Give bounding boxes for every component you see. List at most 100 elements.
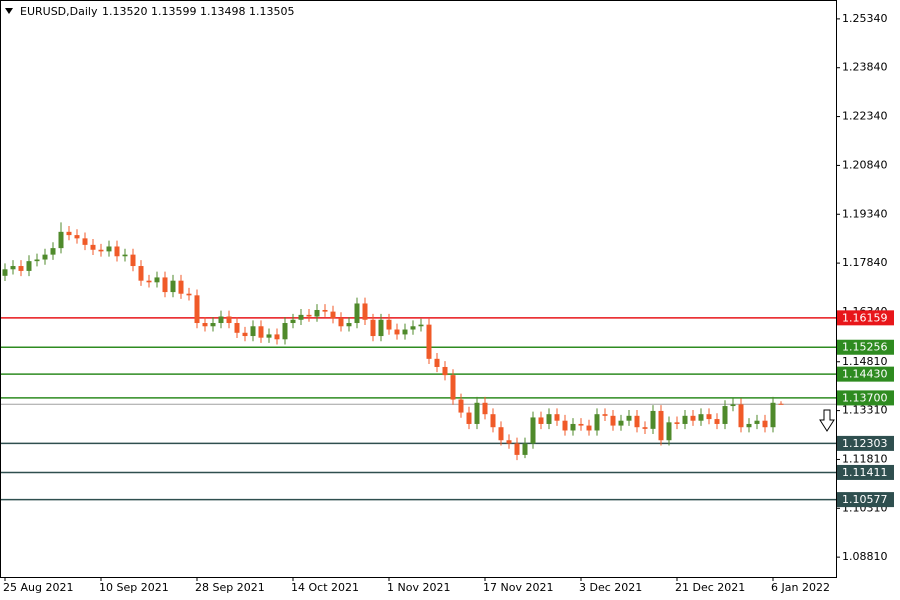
candle-body xyxy=(34,259,40,262)
candle-body xyxy=(378,319,384,337)
candle-body xyxy=(658,410,664,441)
level-label-box xyxy=(837,310,894,326)
candle-body xyxy=(594,414,600,431)
candle-body xyxy=(666,422,672,441)
candle-body xyxy=(586,425,592,431)
level-label: 1.12303 xyxy=(842,437,888,450)
x-tick-label: 25 Aug 2021 xyxy=(3,581,73,594)
x-tick-label: 6 Jan 2022 xyxy=(771,581,830,594)
candle-body xyxy=(242,332,248,337)
candle-body xyxy=(434,358,440,367)
candle-body xyxy=(306,314,312,317)
candle-body xyxy=(354,303,360,324)
x-tick-label: 3 Dec 2021 xyxy=(579,581,642,594)
candle-body xyxy=(370,319,376,337)
candle-body xyxy=(730,404,736,407)
candle-body xyxy=(634,415,640,428)
plot xyxy=(1,222,836,501)
candle-body xyxy=(522,443,528,455)
candle-body xyxy=(562,420,568,431)
candle-body xyxy=(618,420,624,426)
candle-body xyxy=(546,414,552,424)
candle-body xyxy=(26,261,32,271)
candle-body xyxy=(690,415,696,421)
candle-body xyxy=(218,316,224,324)
candle-body xyxy=(506,440,512,444)
candle-body xyxy=(554,414,560,421)
menu-triangle xyxy=(5,8,13,14)
candle-body xyxy=(362,303,368,320)
candle-body xyxy=(602,414,608,416)
candle-body xyxy=(402,329,408,335)
candle-body xyxy=(98,249,104,252)
y-tick-label: 1.25340 xyxy=(842,12,888,25)
candle-body xyxy=(762,420,768,428)
candle-body xyxy=(258,326,264,338)
candle-body xyxy=(146,280,152,283)
candle-body xyxy=(202,323,208,327)
y-tick-label: 1.14810 xyxy=(842,355,888,368)
candle-body xyxy=(474,402,480,424)
candle-body xyxy=(106,246,112,252)
plot-frame xyxy=(0,0,837,578)
low-info: 1.13498 xyxy=(200,5,246,18)
candle-body xyxy=(450,375,456,400)
open-info: 1.13520 xyxy=(102,5,148,18)
level-label-box xyxy=(837,492,894,508)
candle-body xyxy=(706,414,712,420)
candle-body xyxy=(418,324,424,327)
candle-body xyxy=(482,402,488,415)
level-label-box xyxy=(837,339,894,355)
high-info: 1.13599 xyxy=(151,5,197,18)
candle-body xyxy=(194,295,200,324)
candle-body xyxy=(42,254,48,260)
candle-body xyxy=(426,324,432,359)
x-tick-label: 10 Sep 2021 xyxy=(99,581,169,594)
candle-body xyxy=(314,309,320,317)
y-tick-label: 1.11810 xyxy=(842,452,888,465)
candle-body xyxy=(538,417,544,424)
candle-body xyxy=(210,323,216,327)
x-tick-label: 17 Nov 2021 xyxy=(483,581,553,594)
candle-body xyxy=(490,414,496,428)
candle-body xyxy=(778,403,784,405)
candle-body xyxy=(698,414,704,421)
level-label: 1.14430 xyxy=(842,368,888,381)
candle-body xyxy=(410,326,416,330)
candle-body xyxy=(530,417,536,444)
candle-body xyxy=(82,238,88,245)
candle-body xyxy=(282,323,288,340)
candle-body xyxy=(154,277,160,283)
sell-arrow xyxy=(819,409,835,432)
level-label-box xyxy=(837,366,894,382)
level-label: 1.10577 xyxy=(842,493,888,506)
candle-body xyxy=(114,246,120,257)
candle-body xyxy=(674,422,680,424)
candle-body xyxy=(226,316,232,324)
candle-body xyxy=(234,323,240,333)
candle-body xyxy=(498,427,504,441)
candle-body xyxy=(274,334,280,340)
candle-body xyxy=(770,402,776,428)
candle-body xyxy=(626,415,632,421)
level-label-box xyxy=(837,435,894,451)
candle-body xyxy=(610,415,616,426)
candle-body xyxy=(642,427,648,429)
candle-body xyxy=(90,244,96,250)
y-tick-label: 1.08810 xyxy=(842,550,888,563)
candle-body xyxy=(466,412,472,424)
candle-body xyxy=(578,423,584,426)
candle-body xyxy=(122,254,128,257)
candle-body xyxy=(138,266,144,281)
candle-body xyxy=(178,280,184,294)
level-label-box xyxy=(837,464,894,480)
x-tick-label: 21 Dec 2021 xyxy=(675,581,745,594)
candle-body xyxy=(2,269,8,276)
candle-body xyxy=(74,235,80,239)
candle-body xyxy=(746,423,752,428)
candle-body xyxy=(266,334,272,338)
candle-body xyxy=(738,404,744,428)
y-tick-label: 1.23840 xyxy=(842,61,888,74)
